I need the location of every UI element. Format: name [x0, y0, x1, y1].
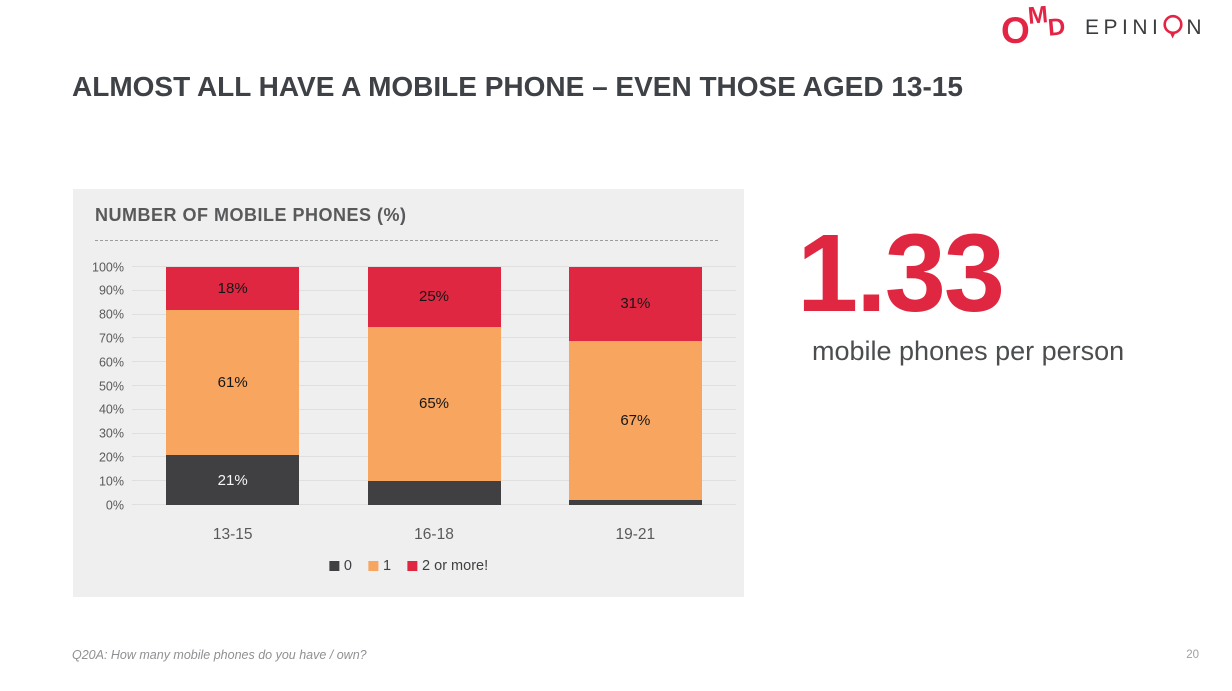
- legend-label: 1: [382, 558, 392, 574]
- logo-group: O M D EPINI N: [1000, 1, 1206, 51]
- chart-title: NUMBER OF MOBILE PHONES (%): [95, 205, 407, 225]
- segment-label: 65%: [418, 395, 450, 413]
- epinion-logo: EPINI N: [1085, 11, 1206, 45]
- segment-1: 61%: [166, 309, 300, 456]
- legend-item-1: 1: [367, 558, 392, 574]
- segment-label: 31%: [620, 295, 651, 313]
- stacked-bar-19-21: 31% 67%: [568, 267, 702, 505]
- epinion-logo-text: N: [1186, 16, 1206, 39]
- y-axis-tick: 50%: [98, 378, 124, 393]
- legend-swatch: [407, 561, 418, 571]
- segment-label: 18%: [217, 279, 248, 297]
- segment-0: [367, 481, 501, 505]
- gridline: [132, 266, 736, 267]
- segment-label: 25%: [418, 288, 450, 306]
- y-axis-tick: 70%: [98, 331, 124, 346]
- segment-2 or more!: 18%: [166, 267, 300, 310]
- omd-letter-o: O: [1000, 10, 1030, 51]
- legend-label: 0: [343, 558, 352, 574]
- y-axis-tick: 90%: [98, 283, 124, 298]
- epinion-speech-bubble-o-icon: [1162, 13, 1184, 47]
- segment-0: [568, 500, 702, 505]
- y-axis-tick: 60%: [98, 354, 124, 369]
- chart-panel: NUMBER OF MOBILE PHONES (%) 0% 10% 20% 30% 4…: [73, 189, 744, 597]
- stacked-bar-13-15: 18% 61% 21%: [166, 267, 300, 505]
- omd-letter-m: M: [1026, 1, 1050, 30]
- segment-label: 61%: [217, 373, 248, 391]
- stacked-bar-16-18: 25% 65%: [367, 267, 501, 505]
- slide-title: ALMOST ALL HAVE A MOBILE PHONE – EVEN TH…: [72, 71, 963, 102]
- x-axis-label: 16-18: [414, 526, 454, 543]
- y-axis-tick: 10%: [98, 473, 124, 488]
- segment-2 or more!: 25%: [367, 267, 501, 327]
- legend-item-0: 0: [328, 558, 352, 574]
- segment-2 or more!: 31%: [568, 267, 702, 341]
- segment-1: 65%: [367, 326, 501, 482]
- y-axis-tick: 20%: [98, 450, 124, 465]
- y-axis-tick: 100%: [92, 259, 124, 274]
- chart-legend: 0 1 2 or more!: [328, 558, 488, 574]
- stat-label: mobile phones per person: [812, 336, 1125, 366]
- page-number: 20: [1186, 649, 1199, 661]
- segment-1: 67%: [568, 340, 702, 501]
- chart-plot-area: 0% 10% 20% 30% 40% 50% 60% 70% 80% 90% 100% 18% 61% 2…: [92, 261, 736, 543]
- legend-label: 2 or more!: [422, 558, 489, 574]
- epinion-logo-text: EPINI: [1084, 16, 1163, 39]
- y-axis-tick: 0%: [105, 497, 124, 512]
- omd-logo: O M D: [1000, 1, 1071, 51]
- segment-label: 21%: [217, 471, 248, 489]
- segment-0: 21%: [166, 455, 300, 505]
- y-axis-tick: 30%: [98, 426, 124, 441]
- legend-swatch: [367, 561, 378, 571]
- chart-title-divider: [95, 240, 718, 241]
- footnote: Q20A: How many mobile phones do you have…: [72, 648, 367, 662]
- omd-letter-d: D: [1046, 13, 1067, 42]
- stat-value: 1.33: [797, 212, 1005, 335]
- y-axis-tick: 40%: [98, 402, 124, 417]
- x-axis-label: 19-21: [615, 526, 656, 543]
- legend-item-2 or more!: 2 or more!: [407, 558, 488, 574]
- y-axis-tick: 80%: [98, 307, 124, 322]
- legend-swatch: [328, 561, 339, 571]
- x-axis-label: 13-15: [212, 526, 253, 543]
- segment-label: 67%: [620, 412, 651, 430]
